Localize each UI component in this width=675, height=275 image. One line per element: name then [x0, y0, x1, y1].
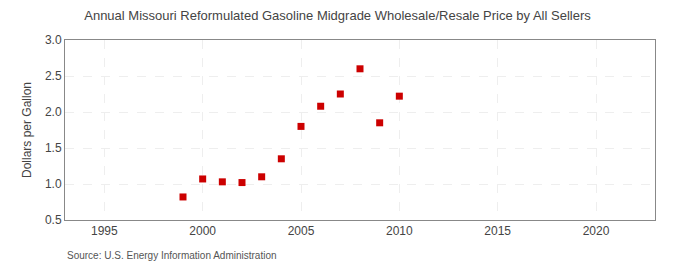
svg-text:2.5: 2.5	[45, 69, 62, 83]
svg-text:0.5: 0.5	[45, 213, 62, 227]
svg-text:1.0: 1.0	[45, 177, 62, 191]
svg-text:Annual Missouri Reformulated G: Annual Missouri Reformulated Gasoline Mi…	[84, 8, 591, 23]
svg-text:3.0: 3.0	[45, 33, 62, 47]
svg-text:2010: 2010	[386, 224, 413, 238]
svg-text:2.0: 2.0	[45, 105, 62, 119]
svg-text:Source: U.S. Energy Informatio: Source: U.S. Energy Information Administ…	[67, 250, 277, 261]
svg-text:2005: 2005	[288, 224, 315, 238]
svg-text:2015: 2015	[484, 224, 511, 238]
svg-text:2020: 2020	[583, 224, 610, 238]
svg-text:1995: 1995	[91, 224, 118, 238]
svg-text:1.5: 1.5	[45, 141, 62, 155]
svg-text:2000: 2000	[189, 224, 216, 238]
svg-text:Dollars per Gallon: Dollars per Gallon	[20, 82, 34, 178]
